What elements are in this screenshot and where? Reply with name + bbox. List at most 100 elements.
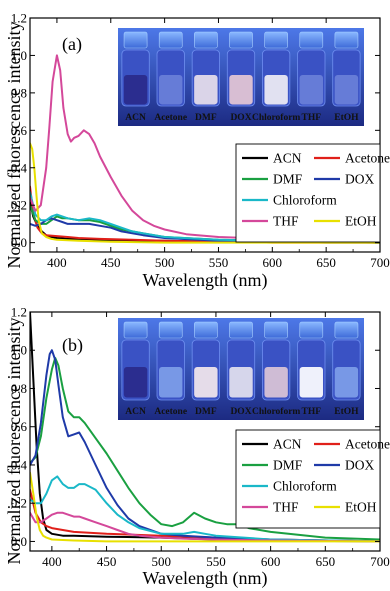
y-axis-label: Normalized fluorescence intensity <box>4 22 24 269</box>
x-axis-label: Wavelength (nm) <box>142 568 267 589</box>
legend: ACN Acetone DMF DOX Chloroform THF EtOH <box>235 143 390 243</box>
legend-label-acetone: Acetone <box>345 151 390 166</box>
y-tick-label: 0.6 <box>11 419 28 434</box>
vial-cap <box>264 321 288 339</box>
x-tick-label: 550 <box>209 255 229 270</box>
y-tick-label: 0.0 <box>11 534 27 549</box>
curves <box>30 312 380 543</box>
legend-label-dox: DOX <box>345 172 374 187</box>
curves <box>30 54 380 244</box>
legend-label-dox: DOX <box>345 458 374 473</box>
y-tick-label: 0.0 <box>11 235 27 250</box>
x-tick-label: 400 <box>47 255 67 270</box>
x-tick-label: 650 <box>316 255 336 270</box>
y-tick-label: 0.4 <box>11 457 28 472</box>
vial-cap <box>299 31 324 49</box>
vial-label: DOX <box>230 113 251 123</box>
vial-cap <box>123 31 148 49</box>
vial-solution <box>159 75 183 105</box>
y-tick-label: 1.2 <box>11 305 27 320</box>
vial-cap <box>229 321 253 339</box>
vial-cap <box>299 321 324 339</box>
vial-solution <box>229 75 253 105</box>
vial-label: Acetone <box>154 407 187 417</box>
x-tick-label: 600 <box>263 255 283 270</box>
x-tick-label: 550 <box>206 554 226 569</box>
y-tick-label: 0.6 <box>11 123 28 138</box>
legend-label-chloroform: Chloroform <box>273 193 337 208</box>
y-tick-label: 0.4 <box>11 160 28 175</box>
vial-cap <box>158 321 183 339</box>
series-line-acetone <box>30 185 380 244</box>
series-line-chloroform <box>30 475 380 543</box>
y-tick-label: 0.2 <box>11 198 27 213</box>
y-tick-label: 0.8 <box>11 381 27 396</box>
y-tick-label: 0.8 <box>11 85 27 100</box>
vial-label: EtOH <box>334 113 359 123</box>
y-tick-label: 0.2 <box>11 496 27 511</box>
series-line-chloroform <box>30 191 380 244</box>
vial-solution <box>194 366 218 398</box>
series-line-thf <box>30 511 380 543</box>
legend: ACN Acetone DMF DOX Chloroform THF EtOH <box>235 429 390 529</box>
vial-solution <box>123 75 148 105</box>
legend-label-dmf: DMF <box>273 458 303 473</box>
y-tick-label: 1.0 <box>11 48 27 63</box>
panel-label: (b) <box>62 335 83 356</box>
x-axis-label: Wavelength (nm) <box>142 270 267 291</box>
vial-solution <box>159 366 183 398</box>
x-tick-label: 450 <box>97 554 117 569</box>
legend-box <box>235 429 381 529</box>
vial-solution <box>334 366 359 398</box>
vial-cap <box>334 31 359 49</box>
vial-solution <box>264 75 288 105</box>
series-line-etoh <box>30 142 380 244</box>
vial-solution <box>299 366 323 398</box>
vial-label: ACN <box>125 113 146 123</box>
legend-label-acn: ACN <box>273 437 302 452</box>
vial-solution <box>334 75 359 105</box>
x-tick-label: 700 <box>370 554 390 569</box>
legend-label-acn: ACN <box>273 151 302 166</box>
x-tick-label: 500 <box>155 255 175 270</box>
vial-cap <box>229 31 253 49</box>
y-tick-label: 1.0 <box>11 343 27 358</box>
vial-solution <box>229 366 253 398</box>
x-tick-label: 450 <box>101 255 121 270</box>
legend-label-etoh: EtOH <box>345 500 377 515</box>
vial-label: DMF <box>195 113 217 123</box>
vial-label: THF <box>302 113 322 123</box>
legend-box <box>235 143 381 243</box>
legend-label-dmf: DMF <box>273 172 303 187</box>
legend-label-thf: THF <box>273 500 299 515</box>
legend-label-thf: THF <box>273 214 299 229</box>
series-line-etoh <box>30 471 380 543</box>
vial-label: Chloroform <box>252 113 300 123</box>
x-tick-label: 700 <box>370 255 390 270</box>
vial-label: DMF <box>195 407 217 417</box>
vial-label: EtOH <box>334 407 359 417</box>
vial-cap <box>264 31 288 49</box>
vial-cap <box>158 31 183 49</box>
vial-solution <box>264 366 288 398</box>
vial-solution <box>194 75 218 105</box>
vial-label: Acetone <box>154 113 187 123</box>
vial-solution <box>123 366 148 398</box>
vial-label: ACN <box>125 407 146 417</box>
legend-label-etoh: EtOH <box>345 214 377 229</box>
vial-solution <box>299 75 323 105</box>
vial-cap <box>194 321 218 339</box>
vial-label: THF <box>302 407 322 417</box>
plot-frame <box>29 17 381 253</box>
vial-label: DOX <box>230 407 251 417</box>
x-tick-label: 650 <box>316 554 336 569</box>
legend-label-acetone: Acetone <box>345 437 390 452</box>
legend-label-chloroform: Chloroform <box>273 479 337 494</box>
panel-label: (a) <box>62 34 82 55</box>
vial-cap <box>334 321 359 339</box>
vial-label: Chloroform <box>252 407 300 417</box>
x-tick-label: 400 <box>42 554 62 569</box>
